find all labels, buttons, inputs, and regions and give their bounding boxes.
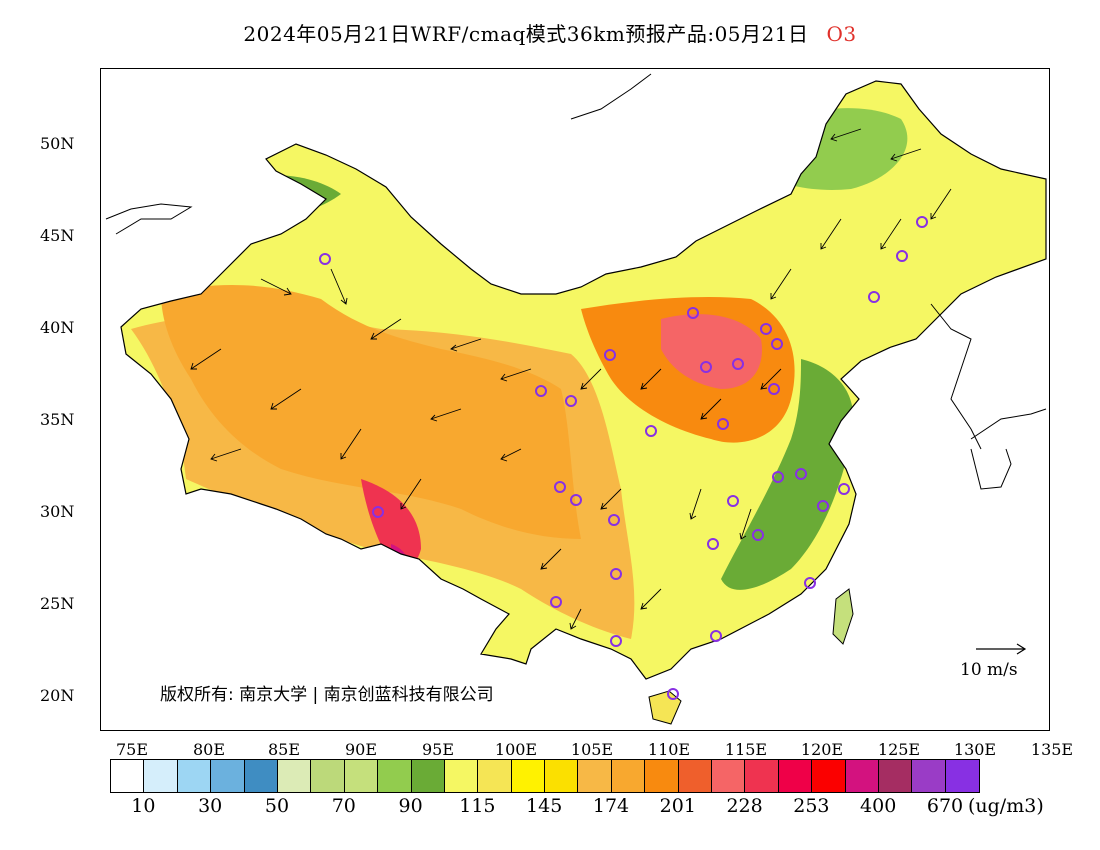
colorbar-swatch xyxy=(511,760,546,792)
korea-coast xyxy=(930,303,982,450)
colorbar-swatch xyxy=(945,760,980,792)
lat-label-45n: 45N xyxy=(40,226,75,245)
lon-label-130e: 130E xyxy=(953,740,997,759)
colorbar-swatch xyxy=(111,760,145,792)
contour-253-tibet xyxy=(361,479,421,569)
title-text: 2024年05月21日WRF/cmaq模式36km预报产品:05月21日 xyxy=(243,22,809,46)
colorbar-swatch xyxy=(878,760,913,792)
colorbar-swatch xyxy=(344,760,379,792)
lon-label-95e: 95E xyxy=(421,740,455,759)
colorbar-swatch xyxy=(478,760,512,792)
lon-label-85e: 85E xyxy=(267,740,301,759)
wind-reference-label: 10 m/s xyxy=(960,660,1018,680)
colorbar-swatch xyxy=(645,760,679,792)
colorbar-swatch xyxy=(277,760,312,792)
colorbar-label: 253 xyxy=(793,795,830,817)
lon-label-125e: 125E xyxy=(877,740,921,759)
taiwan xyxy=(832,588,854,645)
colorbar-swatch xyxy=(611,760,646,792)
title-species: O3 xyxy=(826,22,857,46)
colorbar-swatch xyxy=(378,760,412,792)
colorbar-swatch xyxy=(444,760,479,792)
contour-201 xyxy=(161,284,581,539)
lat-label-40n: 40N xyxy=(40,318,75,337)
colorbar-label: 228 xyxy=(726,795,763,817)
lon-label-105e: 105E xyxy=(570,740,614,759)
lon-label-80e: 80E xyxy=(192,740,226,759)
colorbar-swatch xyxy=(144,760,178,792)
lon-label-110e: 110E xyxy=(647,740,691,759)
colorbar xyxy=(110,759,981,793)
colorbar-swatch xyxy=(244,760,278,792)
colorbar-swatch xyxy=(778,760,813,792)
lake-balkhash xyxy=(105,203,193,235)
colorbar-swatch xyxy=(812,760,846,792)
lat-label-50n: 50N xyxy=(40,134,75,153)
lat-label-30n: 30N xyxy=(40,502,75,521)
lat-label-35n: 35N xyxy=(40,410,75,429)
colorbar-label: 30 xyxy=(198,795,223,817)
lon-label-100e: 100E xyxy=(494,740,538,759)
ozone-contours xyxy=(131,108,908,639)
lon-label-75e: 75E xyxy=(115,740,149,759)
colorbar-label: 670 xyxy=(926,795,964,817)
colorbar-label: 400 xyxy=(860,795,897,817)
colorbar-swatch xyxy=(177,760,212,792)
colorbar-label: 201 xyxy=(659,795,696,817)
colorbar-swatch xyxy=(545,760,579,792)
map-frame xyxy=(100,68,1050,731)
lake-baikal xyxy=(570,73,652,120)
colorbar-label: 70 xyxy=(331,795,356,817)
city-markers xyxy=(319,216,928,700)
lon-label-120e: 120E xyxy=(800,740,844,759)
colorbar-label: 50 xyxy=(264,795,290,817)
colorbar-swatch xyxy=(411,760,445,792)
wind-reference: 10 m/s xyxy=(960,643,1027,680)
lon-label-115e: 115E xyxy=(724,740,768,759)
copyright-text: 版权所有: 南京大学 | 南京创蓝科技有限公司 xyxy=(160,685,494,705)
colorbar-swatch xyxy=(845,760,879,792)
wind-reference-arrow-icon xyxy=(976,643,1027,655)
map-title: 2024年05月21日WRF/cmaq模式36km预报产品:05月21日 O3 xyxy=(0,18,1100,47)
colorbar-swatch xyxy=(712,760,746,792)
kyushu-coast xyxy=(970,448,1012,490)
ozone-map xyxy=(105,73,1047,725)
colorbar-label: 145 xyxy=(526,795,563,817)
lon-label-90e: 90E xyxy=(344,740,378,759)
colorbar-label: 115 xyxy=(459,795,496,817)
hainan xyxy=(648,690,682,725)
colorbar-label: 90 xyxy=(398,795,423,817)
colorbar-swatch xyxy=(578,760,612,792)
colorbar-swatch xyxy=(211,760,245,792)
colorbar-label: 10 xyxy=(131,795,156,817)
lat-label-20n: 20N xyxy=(40,686,75,705)
colorbar-swatch xyxy=(678,760,713,792)
colorbar-swatch xyxy=(311,760,345,792)
japan-coast xyxy=(970,408,1047,440)
lon-label-135e: 135E xyxy=(1030,740,1074,759)
colorbar-label: 174 xyxy=(592,795,630,817)
colorbar-swatch xyxy=(745,760,779,792)
colorbar-swatch xyxy=(912,760,946,792)
wind-vectors xyxy=(190,128,952,630)
colorbar-unit: (ug/m3) xyxy=(968,795,1044,817)
country-border xyxy=(120,80,1047,680)
contour-228-north xyxy=(661,314,762,389)
lat-label-25n: 25N xyxy=(40,594,75,613)
